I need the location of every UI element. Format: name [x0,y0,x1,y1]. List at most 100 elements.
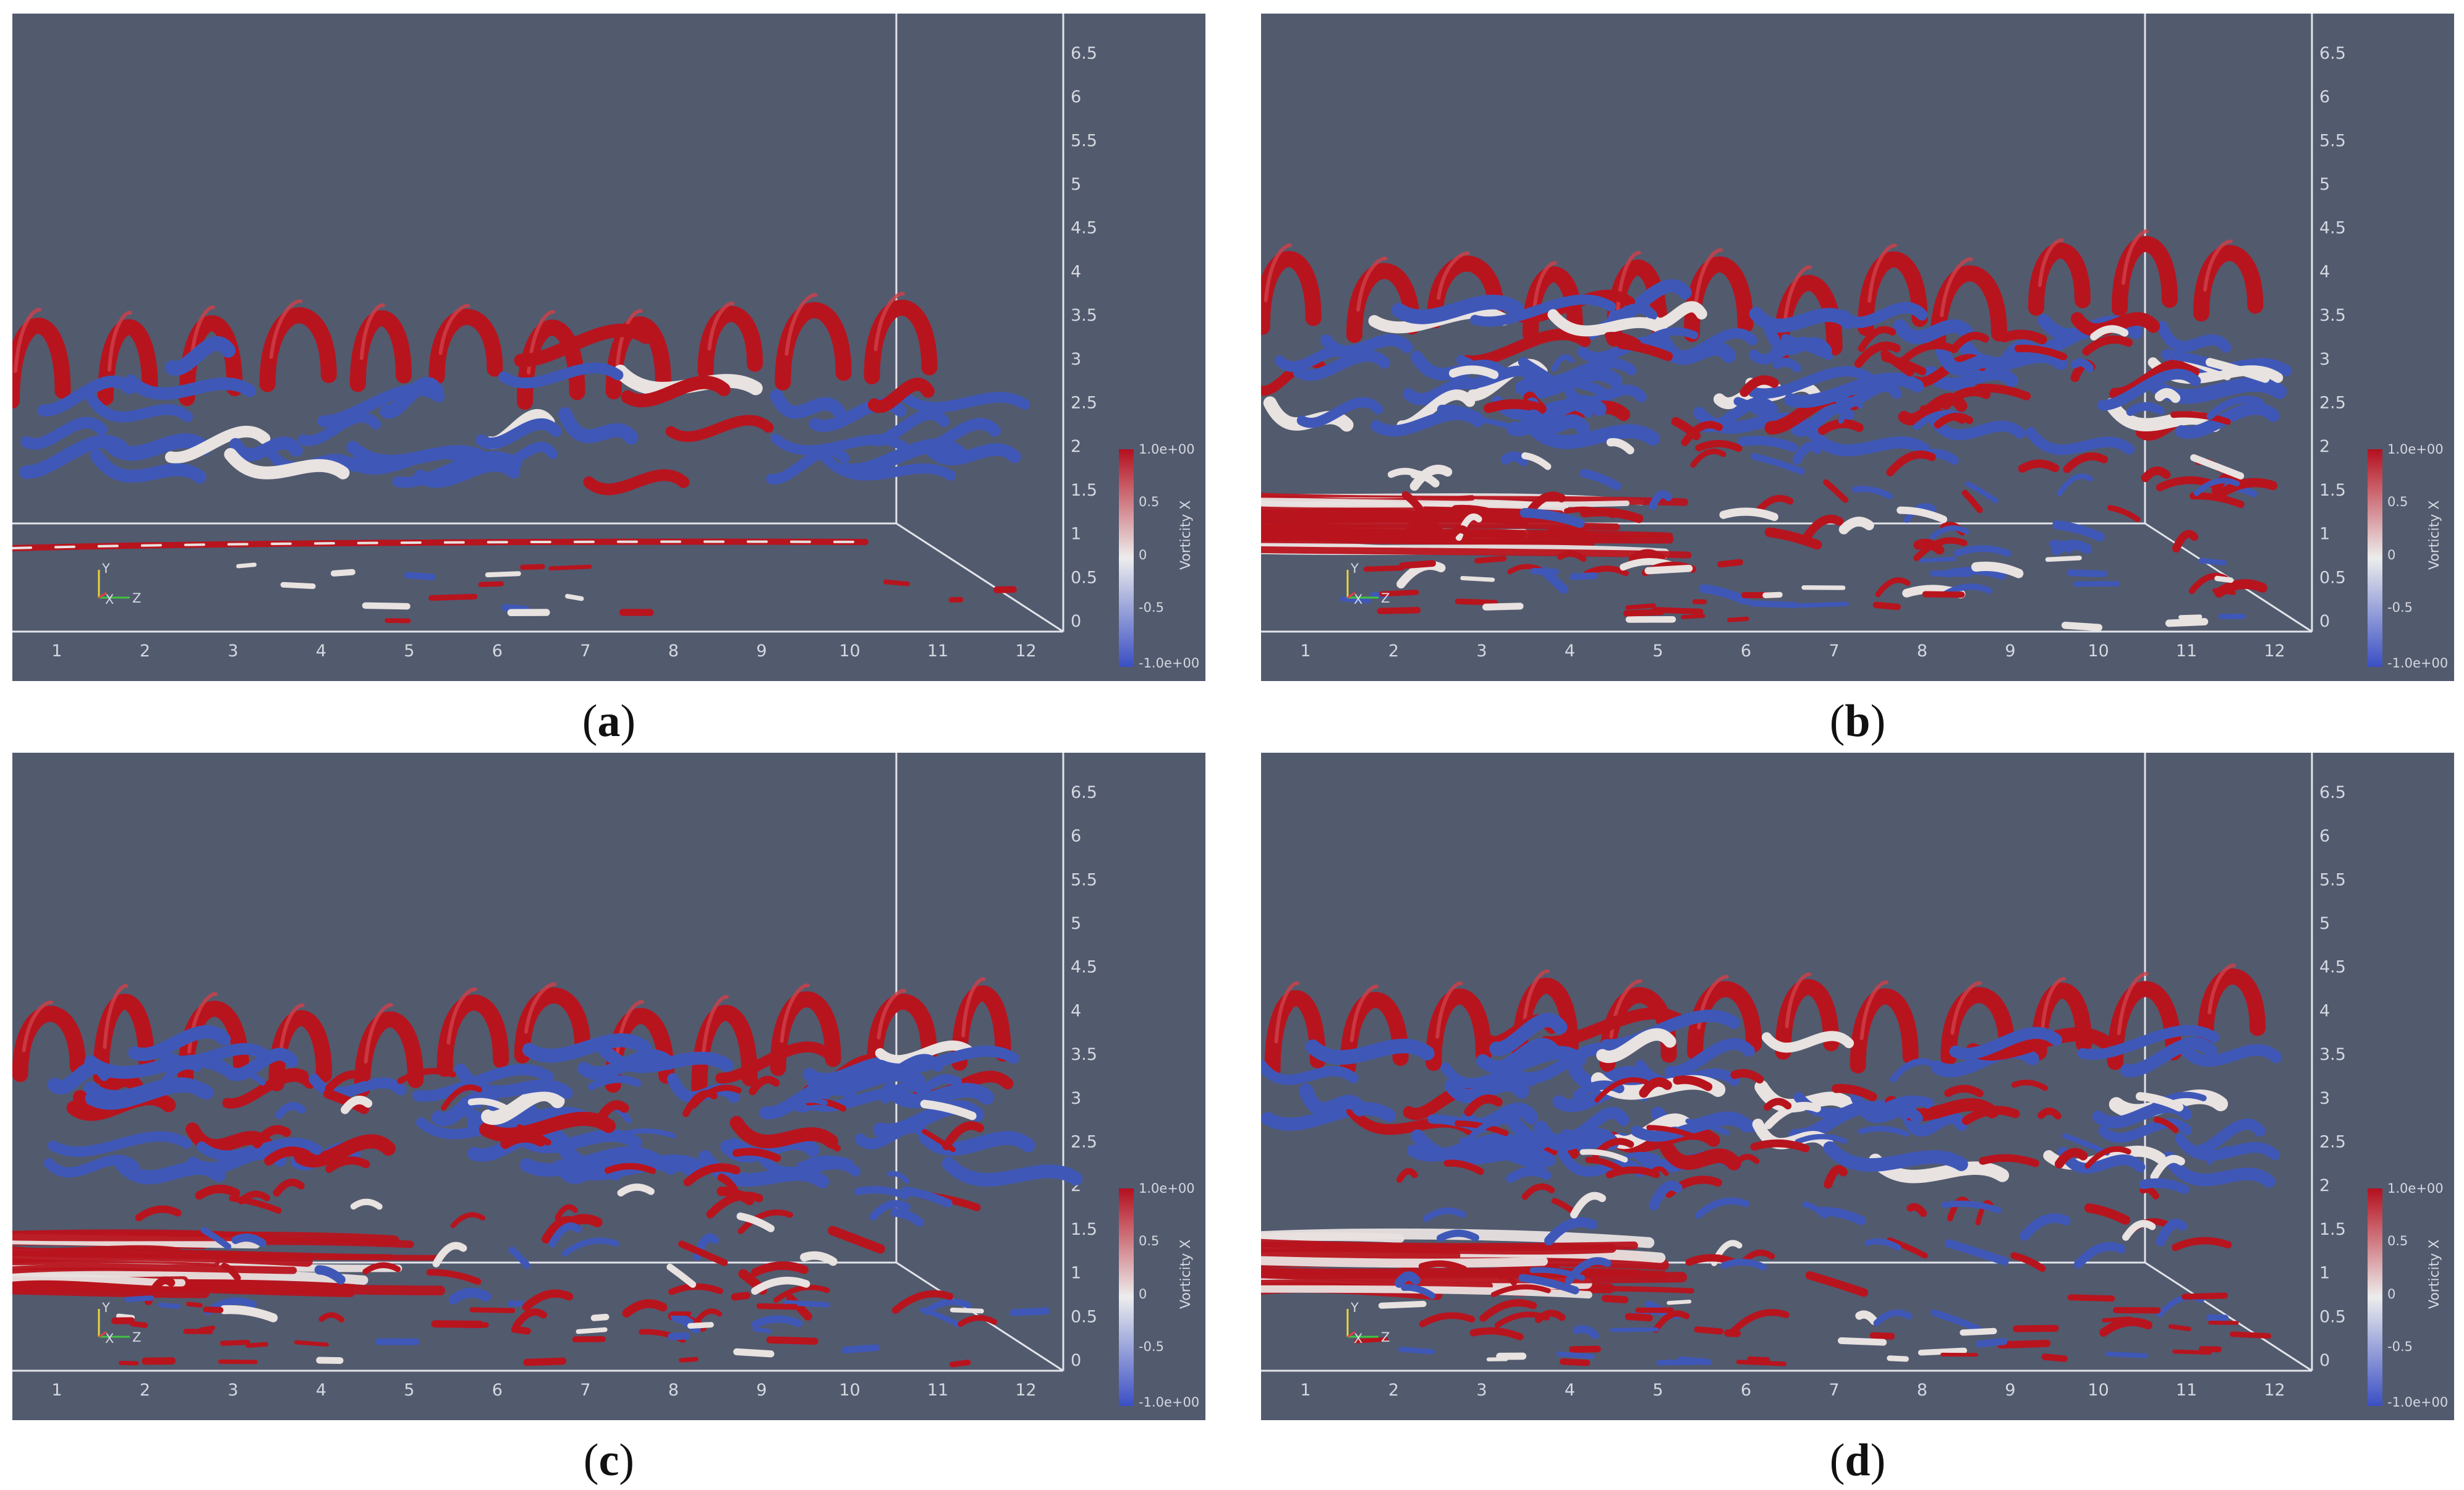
x-tick-label: 9 [756,641,767,661]
x-tick-label: 3 [227,1381,238,1400]
x-tick-label: 7 [1829,641,1839,661]
x-tick-label: 12 [2264,641,2285,661]
x-tick-label: 2 [1388,1381,1399,1400]
y-tick-label: 5.5 [1071,131,1097,150]
y-tick-label: 3 [2319,1089,2330,1108]
y-tick-label: 2.5 [2319,394,2346,413]
x-axis-ticks: 1 2 3 4 5 6 7 8 9 10 11 12 [1300,641,2285,661]
y-tick-label: 5.5 [2319,131,2346,150]
y-tick-label: 6 [1071,827,1081,846]
svg-text:Y: Y [101,1300,110,1315]
y-tick-label: 2 [2319,437,2330,456]
x-axis-ticks: 1 2 3 4 5 6 7 8 9 10 11 12 [51,1381,1036,1400]
y-tick-label: 1.5 [2319,1220,2346,1239]
x-tick-label: 9 [756,1381,767,1400]
colorbar-label: 1.0e+00 [1139,1181,1195,1196]
colorbar-label: -1.0e+00 [1139,1395,1199,1410]
x-tick-label: 4 [316,1381,326,1400]
x-tick-label: 2 [140,1381,150,1400]
caption-a: (a) [582,696,636,747]
x-tick-label: 10 [839,1381,860,1400]
svg-text:Z: Z [132,591,141,606]
panel-a-render: 1 2 3 4 5 6 7 8 9 10 11 1200.511.522.533.544.555.56… [12,14,1199,671]
y-tick-label: 1 [1071,1264,1081,1283]
x-tick-label: 11 [2176,1381,2197,1400]
vortex-isosurfaces [12,977,1083,1368]
x-tick-label: 9 [2005,1381,2015,1400]
y-tick-label: 5 [1071,175,1081,194]
x-tick-label: 3 [1476,641,1487,661]
caption-c: (c) [583,1435,635,1486]
y-tick-label: 0 [2319,1351,2330,1370]
y-tick-label: 2.5 [1071,1133,1097,1152]
colorbar-label: 0.5 [1139,494,1159,509]
y-tick-label: 4 [2319,1001,2330,1020]
y-tick-label: 4 [2319,262,2330,281]
y-tick-label: 6.5 [2319,44,2346,63]
y-tick-label: 4.5 [1071,958,1097,977]
x-tick-label: 6 [1741,1381,1751,1400]
y-axis-ticks: 00.511.522.533.544.555.566.5 [1071,783,1097,1370]
colorbar-label: 1.0e+00 [2387,1181,2444,1196]
x-tick-label: 5 [404,1381,414,1400]
colorbar: 1.0e+00 0.5 0 -0.5 -1.0e+00 Vorticity X [2368,442,2448,671]
x-tick-label: 1 [51,1381,62,1400]
svg-text:Z: Z [1381,1330,1390,1345]
x-tick-label: 11 [927,641,948,661]
panel-c-render: 1 2 3 4 5 6 7 8 9 10 11 1200.511.522.533.544.555.56… [12,753,1199,1410]
colorbar-label: -1.0e+00 [2387,1395,2448,1410]
y-tick-label: 4.5 [2319,219,2346,238]
y-tick-label: 6 [2319,827,2330,846]
y-tick-label: 0 [1071,612,1081,631]
svg-text:Z: Z [132,1330,141,1345]
y-tick-label: 0.5 [1071,568,1097,587]
vortex-isosurfaces [1261,963,2282,1366]
y-axis-ticks: 00.511.522.533.544.555.566.5 [1071,44,1097,631]
x-tick-label: 12 [2264,1381,2285,1400]
y-tick-label: 1 [2319,1264,2330,1283]
y-tick-label: 0.5 [1071,1307,1097,1326]
y-tick-label: 3 [1071,350,1081,369]
svg-text:Y: Y [101,561,110,576]
panel-a: 1 2 3 4 5 6 7 8 9 10 11 12 0 0.5 1 1.5 2 2.5 3 3.5 4 4.5 5 5.5 6… [12,14,1205,681]
panel-c: 1 2 3 4 5 6 7 8 9 10 11 12 0 0.5 1 1.5 2 2.5 3 3.5 4 4.5 5 5.5 6… [12,753,1205,1420]
y-tick-label: 3.5 [1071,306,1097,325]
x-tick-label: 9 [2005,641,2015,661]
x-tick-label: 1 [1300,1381,1311,1400]
y-tick-label: 5 [2319,175,2330,194]
y-tick-label: 0 [1071,1351,1081,1370]
y-tick-label: 3.5 [1071,1045,1097,1064]
y-tick-label: 0.5 [2319,1307,2346,1326]
y-tick-label: 3.5 [2319,306,2346,325]
y-tick-label: 6.5 [1071,783,1097,802]
y-tick-label: 5 [2319,914,2330,933]
colorbar: 1.0e+00 0.5 0 -0.5 -1.0e+00 Vorticity X [1119,442,1199,671]
colorbar-title: Vorticity X [2427,1239,2442,1309]
svg-text:Y: Y [1350,561,1359,576]
colorbar-label: -1.0e+00 [1139,656,1199,671]
x-tick-label: 3 [1476,1381,1487,1400]
y-tick-label: 1.5 [1071,481,1097,500]
colorbar-label: 0.5 [1139,1234,1159,1248]
y-axis-ticks: 00.511.522.533.544.555.566.5 [2319,44,2346,631]
x-tick-label: 5 [1652,641,1663,661]
y-tick-label: 4 [1071,262,1081,281]
y-tick-label: 2 [2319,1176,2330,1195]
x-tick-label: 4 [1565,1381,1575,1400]
x-tick-label: 11 [2176,641,2197,661]
x-tick-label: 1 [1300,641,1311,661]
vortex-isosurfaces [1261,229,2292,632]
x-tick-label: 5 [1652,1381,1663,1400]
x-tick-label: 12 [1015,1381,1036,1400]
y-tick-label: 2 [1071,437,1081,456]
colorbar: 1.0e+00 0.5 0 -0.5 -1.0e+00 Vorticity X [1119,1181,1199,1410]
y-tick-label: 6 [2319,88,2330,107]
colorbar-label: 1.0e+00 [1139,442,1195,457]
colorbar-label: 0 [2387,1287,2395,1302]
svg-text:X: X [105,592,114,607]
panel-b: 1 2 3 4 5 6 7 8 9 10 11 12 0 0.5 1 1.5 2 2.5 3 3.5 4 4.5 5 5.5 6… [1261,14,2454,681]
y-tick-label: 5.5 [1071,870,1097,889]
x-tick-label: 5 [404,641,414,661]
panel-d: 1 2 3 4 5 6 7 8 9 10 11 12 0 0.5 1 1.5 2 2.5 3 3.5 4 4.5 5 5.5 6… [1261,753,2454,1420]
orientation-axes: Y X Z [1346,1300,1390,1346]
